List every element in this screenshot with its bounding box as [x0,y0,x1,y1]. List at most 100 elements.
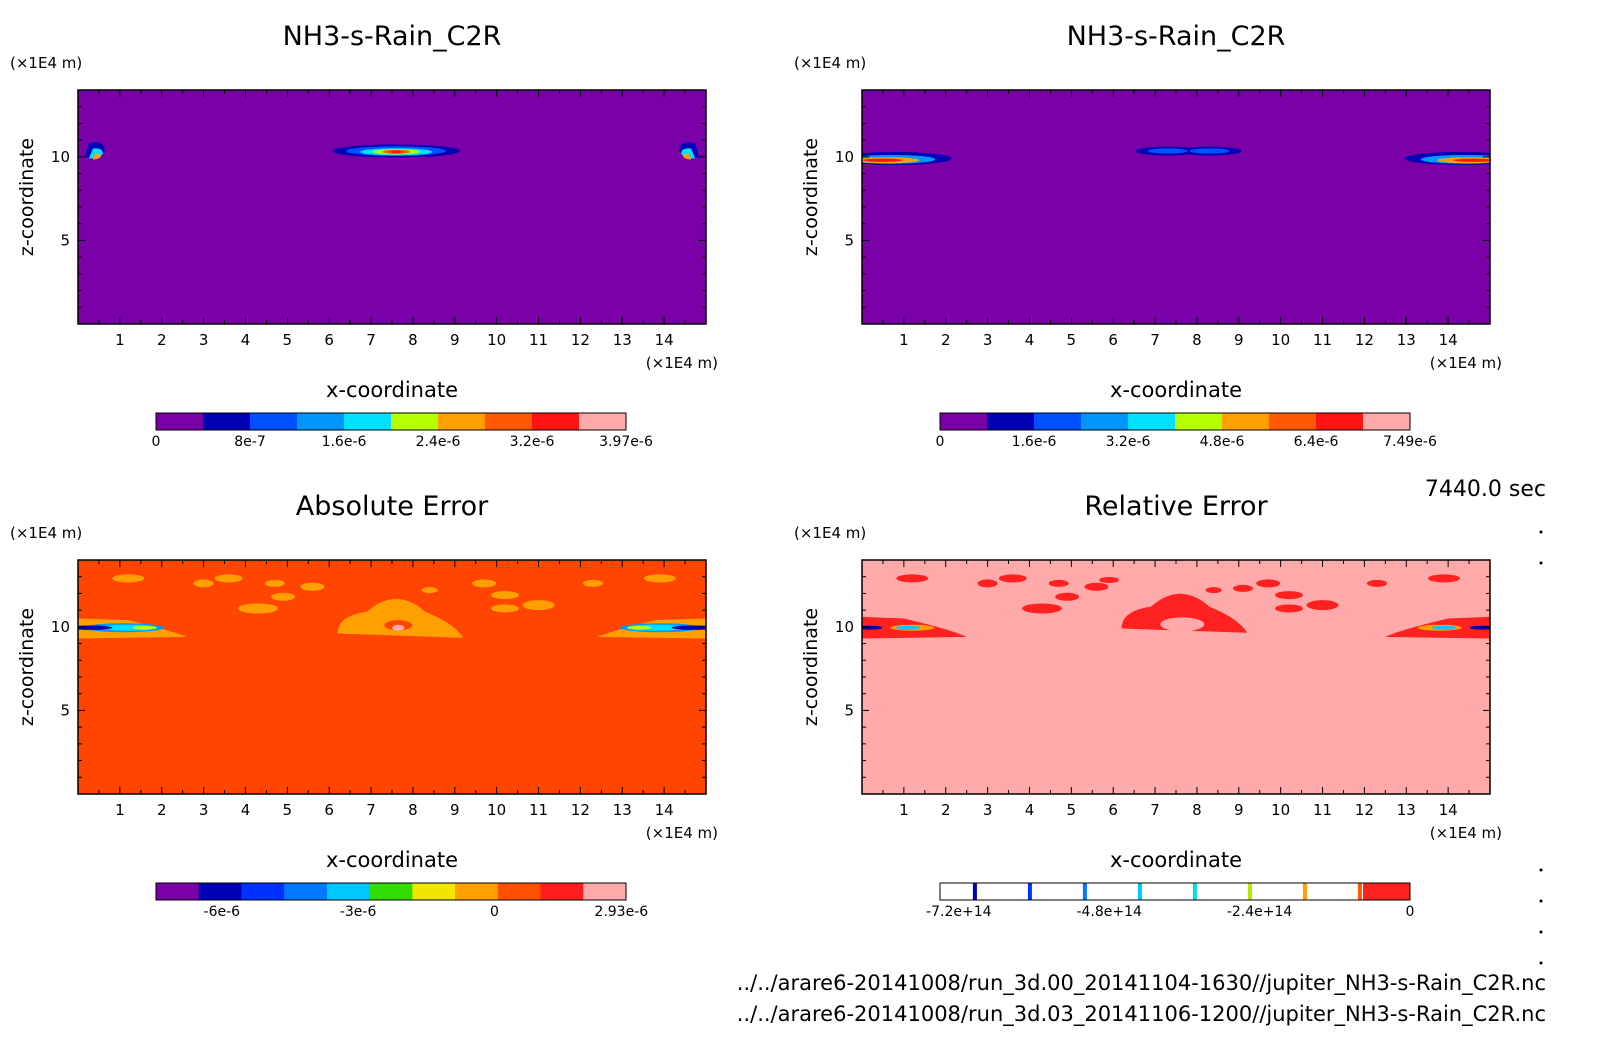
colorbar-cell [1363,883,1411,900]
colorbar-cell [369,883,413,900]
rel-dome-hole [1160,617,1205,632]
colorbar-cell [438,413,486,430]
colorbar-cell [1081,413,1129,430]
x-tick-label: 11 [529,801,548,819]
error-patch-9 [522,600,555,611]
x-unit-label: (×1E4 m) [1430,824,1502,842]
colorbar-cell [485,413,533,430]
chart-panel-4: Relative Error(×1E4 m)1 2 3 4 5 6 7 8 9 10 11 12 13 1… [794,491,1502,920]
x-tick-label: 14 [655,331,674,349]
x-tick-label: 11 [1313,331,1332,349]
field-features [862,146,1490,166]
y-unit-label: (×1E4 m) [10,524,82,542]
colorbar-tick-label: -7.2e+14 [926,904,992,920]
colorbar-cell [1269,413,1317,430]
rel-patch-0 [896,574,929,583]
colorbar-tick-label: 0 [490,904,499,920]
x-tick-label: 4 [241,331,251,349]
x-axis-label: x-coordinate [326,848,458,872]
colorbar-cell [1363,413,1411,430]
x-tick-label: 12 [1355,331,1374,349]
file-path-2: ../../arare6-20141008/run_3d.03_20141106… [737,1002,1546,1027]
x-tick-label: 5 [283,801,293,819]
colorbar-level-line [972,883,977,900]
dome-peak [392,624,405,631]
colorbar-tick-label: -6e-6 [204,904,241,920]
colorbar-cell [156,413,204,430]
x-tick-label: 4 [241,801,251,819]
colorbar-tick-label: 3.2e-6 [1106,434,1151,450]
colorbar-level-line [1247,883,1252,900]
colorbar-cell [940,413,988,430]
colorbar-cell [455,883,499,900]
chart-panel-2: NH3-s-Rain_C2R(×1E4 m)1 2 3 4 5 6 7 8 9 10 11 12 13 1… [794,21,1502,450]
plot-background [862,90,1490,324]
chart-title: NH3-s-Rain_C2R [1067,21,1286,52]
x-tick-label: 9 [450,801,460,819]
x-tick-label: 11 [529,331,548,349]
rel-patch-9 [1306,600,1339,611]
x-tick-label: 3 [199,331,209,349]
x-tick-label: 1 [899,331,909,349]
x-tick-label: 13 [613,801,632,819]
right-feature-green [627,625,652,630]
colorbar: -7.2e+14 -4.8e+14 -2.4e+14 0 [926,882,1414,920]
y-tick-label: 10 [51,148,70,166]
colorbar-cell [1128,883,1176,900]
x-tick-label: 14 [1439,331,1458,349]
x-tick-label: 1 [899,801,909,819]
colorbar-frame [939,882,1411,901]
x-tick-label: 14 [1439,801,1458,819]
x-tick-label: 2 [941,801,951,819]
edge-blob-core-0 [92,153,101,160]
plot-background [78,560,706,794]
x-tick-label: 10 [487,801,506,819]
colorbar-cell [583,883,627,900]
colorbar-cell [156,883,200,900]
y-unit-label: (×1E4 m) [794,524,866,542]
colorbar-tick-label: -4.8e+14 [1076,904,1142,920]
colorbar-cell [940,883,988,900]
colorbar-frame [155,412,627,431]
rel-patch-3 [1048,579,1069,587]
x-tick-label: 6 [324,331,334,349]
y-axis-ticks [78,89,706,325]
y-axis-ticks [78,559,706,795]
center-blob-a-core [1147,148,1188,154]
colorbar-cell [987,883,1035,900]
colorbar-cell [297,413,345,430]
time-label: 7440.0 sec [1425,477,1546,502]
y-tick-label: 5 [844,701,854,719]
x-axis-ticks [77,90,707,324]
field-features [78,574,706,639]
x-unit-label: (×1E4 m) [646,824,718,842]
rel-patch-4 [1084,582,1109,591]
x-tick-label: 13 [1397,801,1416,819]
colorbar-cell [1128,413,1176,430]
colorbar: -6e-6 -3e-6 0 2.93e-6 [155,882,648,920]
colorbar-cell [1222,413,1270,430]
colorbar-level-line [1027,883,1032,900]
colorbar-tick-label: 4.8e-6 [1200,434,1245,450]
error-patch-10 [491,604,520,613]
x-tick-label: 10 [1271,801,1290,819]
error-patch-4 [300,582,325,591]
colorbar-cell [497,883,542,900]
x-tick-label: 9 [1234,331,1244,349]
x-tick-label: 1 [115,801,125,819]
colorbar-tick-label: 1.6e-6 [322,434,367,450]
colorbar-cell [1175,413,1223,430]
x-tick-label: 11 [1313,801,1332,819]
y-axis-label: z-coordinate [800,138,822,256]
error-patch-2 [214,574,243,583]
colorbar-level-line [1082,883,1087,900]
x-unit-label: (×1E4 m) [646,354,718,372]
x-tick-label: 2 [941,331,951,349]
colorbar-cell [1222,883,1270,900]
error-patch-0 [112,574,145,583]
error-patch-11 [582,579,603,587]
x-tick-label: 9 [450,331,460,349]
colorbar-tick-label: 8e-7 [234,434,265,450]
x-axis-ticks [77,560,707,794]
